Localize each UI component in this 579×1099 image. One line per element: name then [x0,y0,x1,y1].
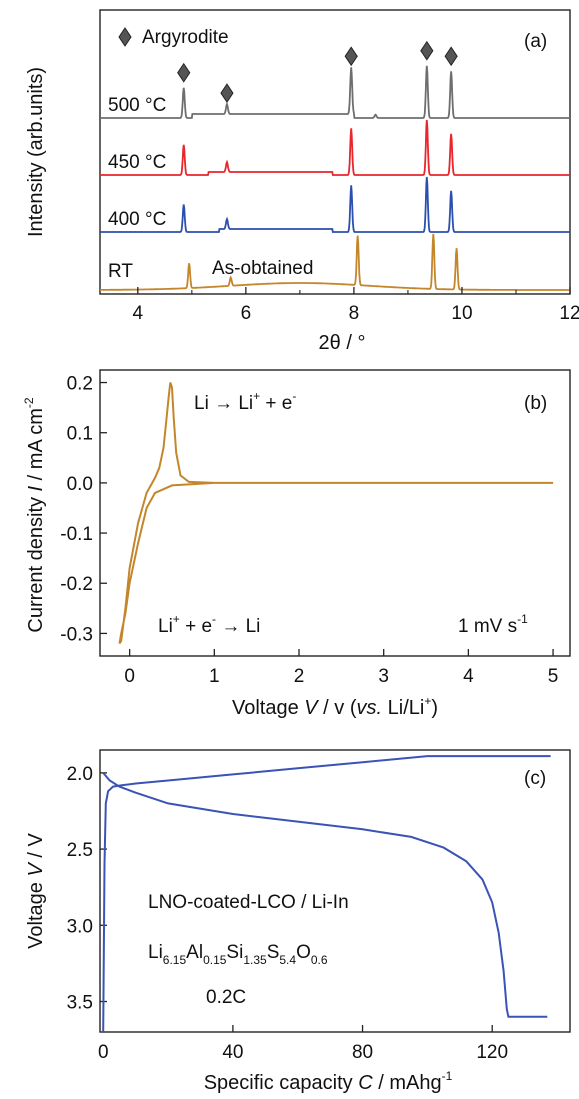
argyrodite-marker-icon [344,46,358,67]
x-tick-label: 5 [548,666,559,687]
reduction-annotation: Li+ + e- → Li [158,612,260,637]
oxidation-annotation: Li → Li+ + e- [194,389,296,414]
charge-curve [102,755,551,1033]
panel-c-label: (c) [524,768,546,789]
y-tick-label: 3.0 [67,916,93,937]
panel-b: 0 1 2 3 4 5 0.2 0.1 0.0 -0.1 -0.2 -0.3 (b) Li → Li+… [22,369,571,719]
xrd-trace [100,119,570,176]
xrd-trace [100,233,570,291]
panel-c-xlabel: Specific capacity C / mAhg-1 [204,1069,453,1094]
series-label-rt: RT [108,261,133,282]
as-obtained-note: As-obtained [212,258,313,279]
x-tick-label: 10 [451,303,472,324]
panel-c-ylabel: Voltage V / V [25,833,47,949]
y-tick-label: 0.0 [67,474,93,495]
x-tick-label: 12 [559,303,579,324]
panel-c-ticks: 0 40 80 120 3.5 3.0 2.5 2.0 [67,764,508,1063]
panel-a-label: (a) [524,31,547,52]
x-tick-label: 1 [209,666,220,687]
y-tick-label: 0.1 [67,424,93,445]
panel-a-xlabel: 2θ / ° [319,332,366,354]
argyrodite-marker-icon [420,40,434,61]
series-label-450: 450 °C [108,152,166,173]
x-tick-label: 4 [463,666,474,687]
c-rate-annotation: 0.2C [206,987,246,1008]
discharge-curve [102,772,548,1018]
panel-b-label: (b) [524,393,547,414]
x-tick-label: 8 [349,303,360,324]
panel-c-frame [99,749,571,1033]
panel-b-ylabel: Current density I / mA cm-2 [22,397,47,633]
series-label-500: 500 °C [108,95,166,116]
argyrodite-marker-icon [220,83,234,104]
x-tick-label: 80 [352,1042,373,1063]
panel-a-frame [99,9,571,295]
panel-a: 4 6 8 10 12 Argyrodite (a) 500 °C 450 °C 400… [25,9,579,354]
xrd-trace [100,176,570,233]
x-tick-label: 40 [222,1042,243,1063]
xrd-trace [100,65,570,119]
panel-b-ticks: 0 1 2 3 4 5 0.2 0.1 0.0 -0.1 -0.2 -0.3 [60,374,558,687]
x-tick-label: 4 [133,303,144,324]
panel-b-xlabel: Voltage V / v (vs. Li/Li+) [232,694,438,719]
x-tick-label: 3 [378,666,389,687]
argyrodite-marker-icon [444,46,458,67]
y-tick-label: 3.5 [67,993,93,1014]
y-tick-label: -0.1 [60,524,93,545]
scan-rate-annotation: 1 mV s-1 [458,612,528,637]
legend-argyrodite: Argyrodite [142,27,229,48]
x-tick-label: 0 [124,666,135,687]
argyrodite-marker-icon [177,62,191,83]
y-tick-label: -0.3 [60,624,93,645]
x-tick-label: 120 [476,1042,508,1063]
x-tick-label: 2 [294,666,305,687]
cell-annotation: LNO-coated-LCO / Li-In [148,892,349,913]
panel-a-traces [100,65,570,291]
panel-c: 0 40 80 120 3.5 3.0 2.5 2.0 (c) LNO-coated-LCO … [25,749,571,1094]
y-tick-label: -0.2 [60,574,93,595]
panel-a-ylabel: Intensity (arb.units) [25,67,47,237]
y-tick-label: 2.5 [67,840,93,861]
y-tick-label: 2.0 [67,764,93,785]
panel-b-frame [99,369,571,657]
x-tick-label: 0 [98,1042,109,1063]
x-tick-label: 6 [241,303,252,324]
cv-curve [118,382,554,645]
panel-a-xticks: 4 6 8 10 12 [133,287,579,324]
electrolyte-formula: Li6.15Al0.15Si1.35S5.4O0.6 [148,942,328,967]
y-tick-label: 0.2 [67,374,93,395]
panel-a-markers [177,40,458,104]
series-label-400: 400 °C [108,209,166,230]
argyrodite-legend-icon [118,27,132,47]
